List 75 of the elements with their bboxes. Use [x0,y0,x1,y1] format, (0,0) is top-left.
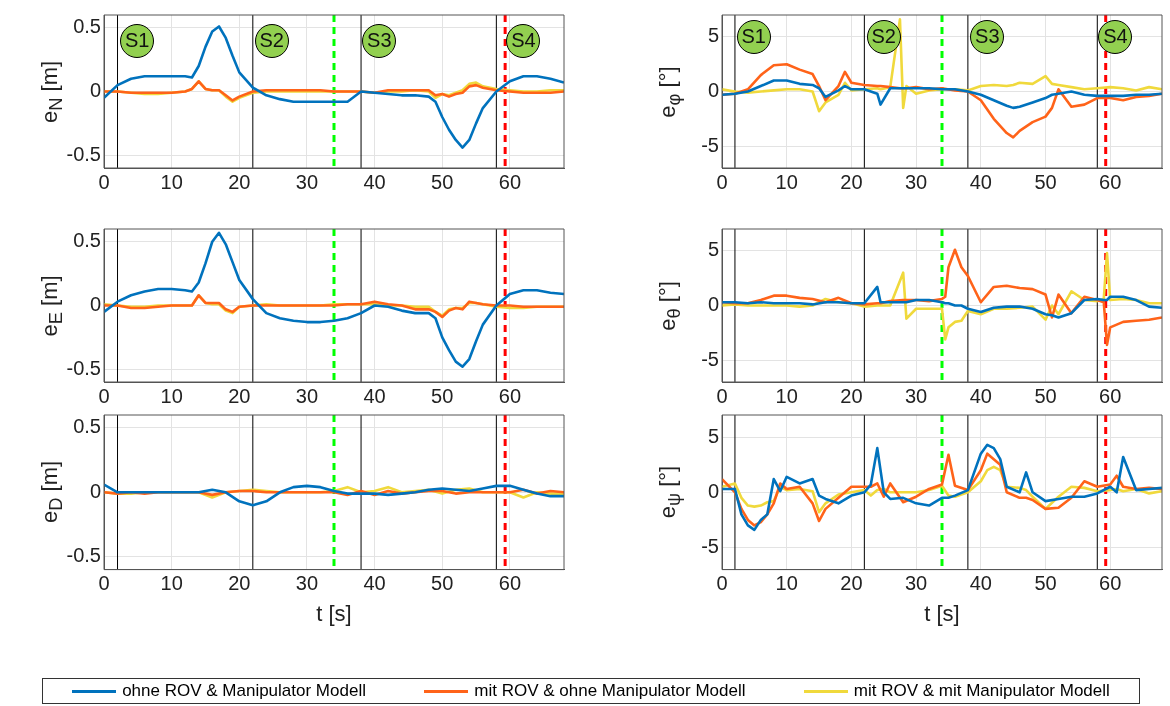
x-tick-label: 30 [295,572,319,595]
legend-label: mit ROV & mit Manipulator Modell [853,681,1110,701]
circle-badge: S2 [254,23,289,58]
annotation: S3 [975,25,1000,49]
x-tick-label: 40 [969,572,992,595]
x-tick-label: 30 [904,170,928,193]
annotation: S1 [124,29,150,52]
x-tick-label: 30 [904,572,928,595]
x-tick-label: 50 [1034,170,1057,193]
y-tick-label: -0.5 [66,142,101,165]
x-tick-label: 60 [498,170,522,193]
x-tick-label: 60 [1099,384,1122,407]
x-tick-label: 50 [431,170,454,193]
circle-badge: S2 [866,19,901,54]
x-tick-label: 10 [160,170,183,193]
x-tick-label: 40 [363,170,386,193]
legend-label: mit ROV & ohne Manipulator Modell [474,681,746,701]
y-tick-label: 0 [89,79,101,102]
x-tick-label: 50 [1034,572,1057,595]
x-tick-label: 30 [295,170,319,193]
x-tick-label: 10 [775,170,798,193]
circle-badge: S4 [1098,19,1133,54]
legend-label: ohne ROV & Manipulator Modell [122,681,366,701]
y-tick-label: 0 [89,479,101,502]
y-tick-label: -5 [701,133,719,156]
x-tick-label: 30 [295,384,319,407]
x-tick-label: 10 [775,572,798,595]
x-tick-label: 10 [160,572,183,595]
y-tick-label: 0.5 [73,15,101,38]
circle-badge: S1 [736,19,771,54]
annotation: S4 [1103,25,1128,49]
circle-badge: S3 [362,23,397,58]
annotation: S4 [511,29,536,52]
x-tick-label: 50 [431,384,454,407]
y-tick-label: 0 [89,293,101,316]
x-tick-label: 20 [228,572,251,595]
annotation: S2 [871,25,896,49]
y-tick-label: -0.5 [66,356,101,379]
x-tick-label: 60 [1099,170,1122,193]
y-tick-label: 5 [707,238,719,261]
y-tick-label: 0.5 [73,229,101,252]
annotation: S3 [367,29,392,52]
annotation: S1 [741,25,766,49]
x-tick-label: 20 [840,170,863,193]
x-axis-title: t [s] [316,600,352,626]
x-tick-label: 20 [228,384,251,407]
x-tick-label: 30 [904,384,928,407]
circle-badge: S4 [506,23,541,58]
x-tick-label: 20 [228,170,251,193]
y-tick-label: -5 [701,347,719,370]
x-tick-label: 40 [969,384,992,407]
x-tick-label: 20 [840,572,863,595]
y-tick-label: 0.5 [73,415,101,438]
y-tick-label: 5 [707,424,719,447]
x-tick-label: 10 [775,384,798,407]
x-tick-label: 50 [431,572,454,595]
y-tick-label: 0 [707,479,719,502]
circle-badge: S3 [970,19,1005,54]
y-tick-label: 0 [707,79,719,102]
x-tick-label: 20 [840,384,863,407]
x-tick-label: 10 [160,384,183,407]
y-tick-label: 0 [707,293,719,316]
annotation: S2 [259,29,284,52]
x-axis-title: t [s] [924,600,960,626]
circle-badge: S1 [120,23,155,58]
x-tick-label: 40 [969,170,992,193]
x-tick-label: 40 [363,572,386,595]
y-tick-label: 5 [707,24,719,47]
x-tick-label: 60 [498,572,522,595]
x-tick-label: 60 [498,384,522,407]
x-tick-label: 50 [1034,384,1057,407]
y-tick-label: -5 [701,535,719,558]
x-tick-label: 40 [363,384,386,407]
x-tick-label: 60 [1099,572,1122,595]
y-tick-label: -0.5 [66,544,101,567]
